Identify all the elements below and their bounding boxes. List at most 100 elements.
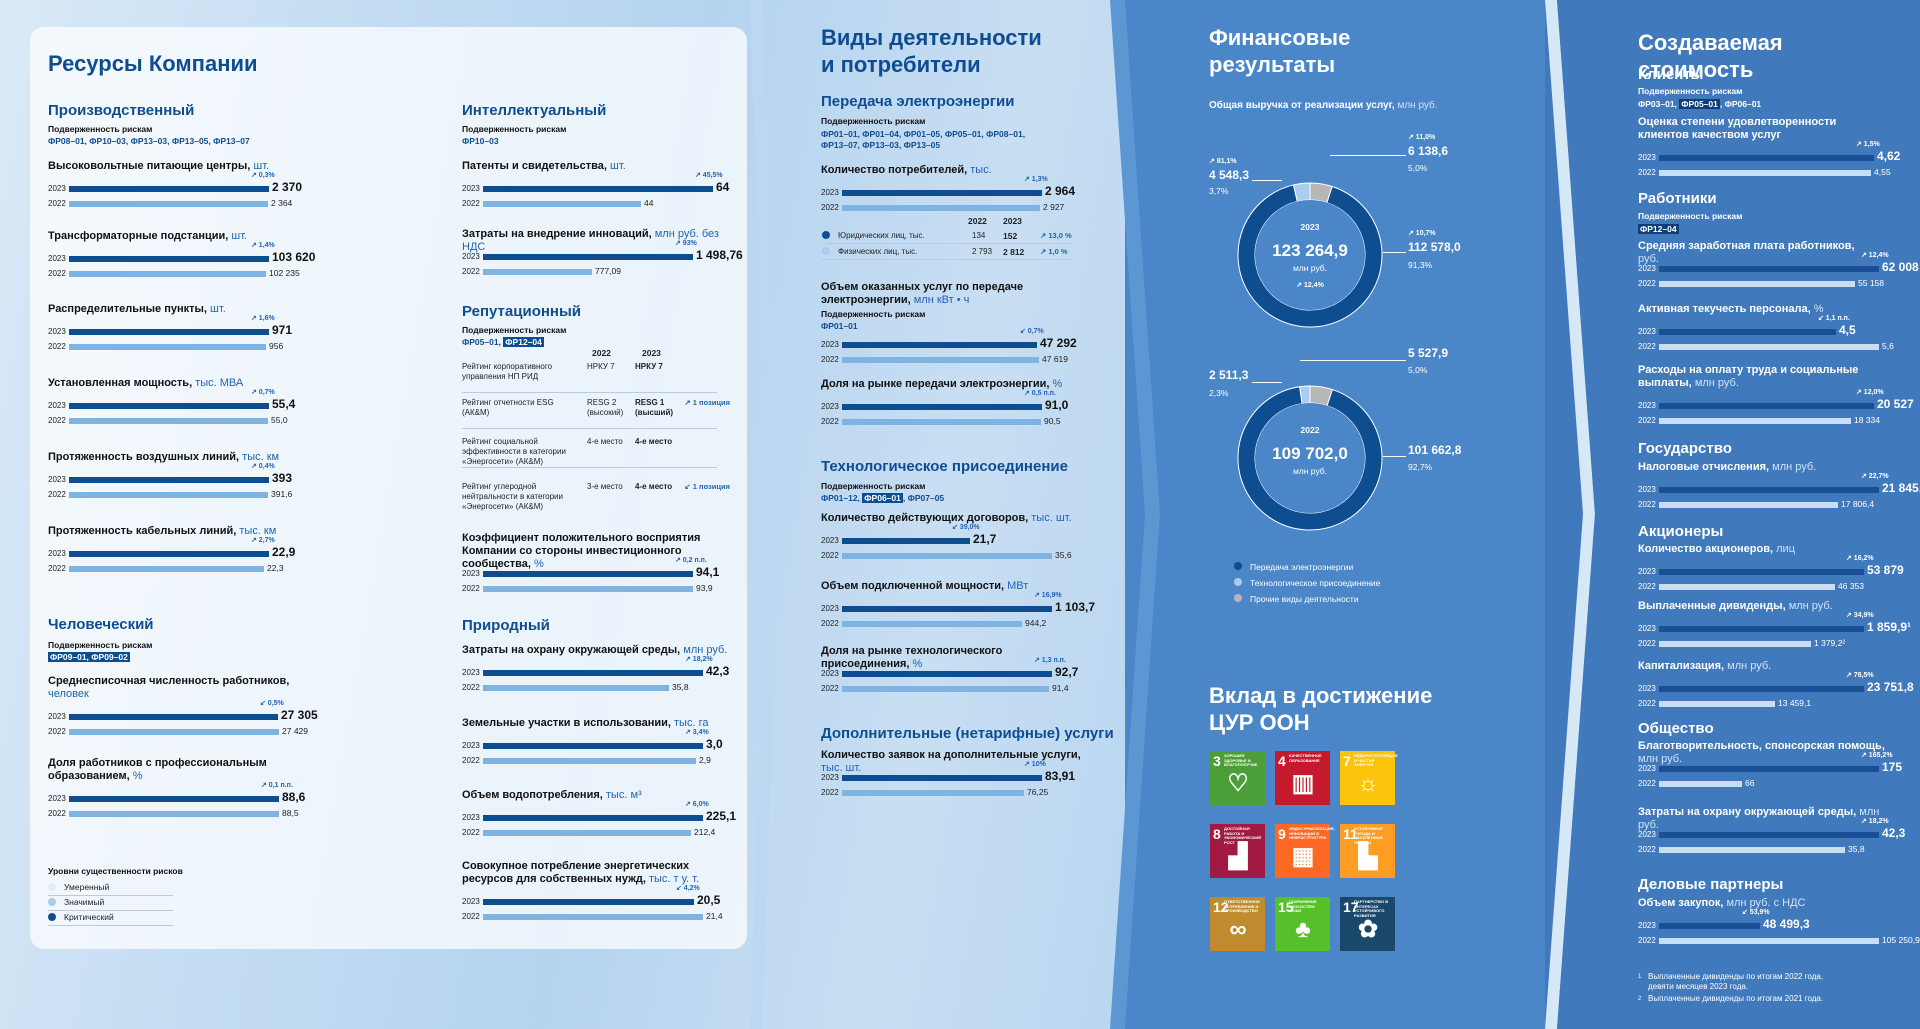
legend-change: ↗ 1,0 % [1040,247,1068,256]
risk-codes: ФР01–01 [821,321,858,331]
bar-2023 [69,551,269,557]
value-2023: 23 751,8 [1867,680,1914,694]
change-indicator: ↙ 39,0% [952,524,980,531]
year-2022-label: 2022 [462,267,480,276]
sdg-tile-7: 7 НЕДОРОГОСТОЯЩАЯ И ЧИСТАЯ ЭНЕРГИЯ ☼ [1340,751,1397,805]
callout-value: 5 527,9 [1408,346,1449,360]
value-2023: 42,3 [1882,826,1906,840]
risk-code: ФР01–12, [821,493,863,503]
year-2022-label: 2022 [48,416,66,425]
metric-title: Доля работников с профессиональным образ… [48,757,298,783]
year-2023-label: 2023 [821,536,839,545]
metric-title: Активная текучесть персонала, % [1638,303,1878,316]
year-2023-label: 2023 [1638,764,1656,773]
change-indicator: ↗ 3,4% [685,729,709,736]
year-2022-label: 2022 [1638,779,1656,788]
metric-title: Средняя заработная плата работников, руб… [1638,240,1878,266]
metric-title-text: Выплаченные дивиденды, [1638,600,1786,612]
callout-change: ↗ 10,7% [1408,230,1436,237]
legend-2023: 152 [1003,231,1018,241]
section-production: Производственный [48,102,195,119]
sdg-number: 15 [1278,899,1294,915]
year-2022-label: 2022 [821,684,839,693]
metric-title-text: Количество потребителей, [821,164,968,176]
bar-2023 [842,342,1037,348]
bar-2022 [1659,170,1871,176]
value-2023: 393 [272,471,293,485]
metric-title-text: Трансформаторные подстанции, [48,230,229,242]
risk-code-highlight: ФР12–04 [1638,224,1679,234]
metric-unit: тыс. шт. [821,762,862,774]
callout-value: 4 548,3 [1209,168,1250,182]
change-indicator: ↗ 0,2 п.п. [675,557,707,564]
bar-2022 [842,357,1039,363]
bar-2023 [1659,923,1760,929]
callout-change: ↗ 11,0% [1408,134,1436,141]
risk-code: ФР05–01, [462,337,504,347]
risk-code-highlight: ФР12–04 [503,337,544,347]
tree-icon: ♣ [1295,916,1311,943]
metric-title: Затраты на охрану окружающей среды, млн … [1638,806,1888,832]
book-icon: ▥ [1291,770,1315,797]
risk-code-highlight: ФР06–01 [862,493,903,503]
bar-2023 [1659,329,1836,335]
metric-title-text: Объем закупок, [1638,897,1724,909]
sdg-number: 12 [1213,899,1229,915]
risk-level-label: Критический [64,912,114,922]
donut-year: 2023 [1300,222,1320,232]
risk-code-highlight: ФР09–01, ФР09–02 [48,652,130,662]
bar-2023 [69,403,269,409]
legend-col-2022: 2022 [968,216,987,226]
metric-title-text: Объем оказанных услуг по передаче электр… [821,281,1024,306]
year-2022-label: 2022 [821,619,839,628]
value-2023: 3,0 [706,737,723,751]
metric-title: Объем подключенной мощности, МВт [821,580,1081,593]
year-2023-label: 2023 [462,184,480,193]
metric-title-text: Капитализация, [1638,660,1725,672]
value-2022: 944,2 [1025,618,1047,628]
value-2022: 18 334 [1854,415,1880,425]
sdg-goal-text: ОТВЕТСТВЕННОЕ ПОТРЕБЛЕНИЕ И ПРОИЗВОДСТВО [1224,899,1260,913]
year-2022-label: 2022 [48,342,66,351]
change-indicator: ↗ 22,7% [1861,473,1889,480]
value-2022: 212,4 [694,827,716,837]
bar-2022 [69,492,268,498]
metric-title-text: Среднесписочная численность работников, [48,675,290,687]
callout-pct: 3,7% [1209,186,1229,196]
change-indicator: ↗ 0,4% [251,463,275,470]
value-2022: 35,6 [1055,550,1072,560]
year-2023-label: 2023 [48,475,66,484]
value-2023: 42,3 [706,664,730,678]
year-2022-label: 2022 [48,809,66,818]
value-2022: 76,25 [1027,787,1049,797]
metric-title-text: Установленная мощность, [48,377,193,389]
section-transmission: Передача электроэнергии [821,93,1015,110]
callout-pct: 91,3% [1408,260,1433,270]
value-2022: 13 459,1 [1778,698,1812,708]
value-2022: 55,0 [271,415,288,425]
city-icon: ▙ [1358,843,1378,870]
revenue-donut-chart [1237,182,1383,328]
callout-line [1300,360,1406,361]
metric-unit: % [1052,378,1063,390]
risk-codes: ФР12–04 [1638,224,1679,235]
bar-2023 [69,796,279,802]
bar-2022 [69,566,264,572]
year-2022-label: 2022 [48,199,66,208]
footnote-mark: 2 [1638,996,1642,1002]
rating-2022: НРКУ 7 [587,362,615,371]
metric-title-text: Затраты на охрану окружающей среды, [462,644,681,656]
bar-2022 [483,685,669,691]
value-2023: 48 499,3 [1763,917,1810,931]
section-natural: Природный [462,617,550,634]
legend-change: ↗ 13,0 % [1040,231,1072,240]
year-2023-label: 2023 [462,813,480,822]
metric-unit: млн руб. [1727,660,1772,672]
metric-title: Трансформаторные подстанции, шт. [48,230,328,243]
legend-name: Физических лиц, тыс. [838,247,918,256]
flower-icon: ✿ [1357,916,1379,943]
year-2023-label: 2023 [48,327,66,336]
metric-title-text: Благотворительность, спонсорская помощь, [1638,740,1885,752]
risk-code: , ФР06–01 [1719,99,1762,109]
chevron-divider-3 [1535,0,1595,1029]
